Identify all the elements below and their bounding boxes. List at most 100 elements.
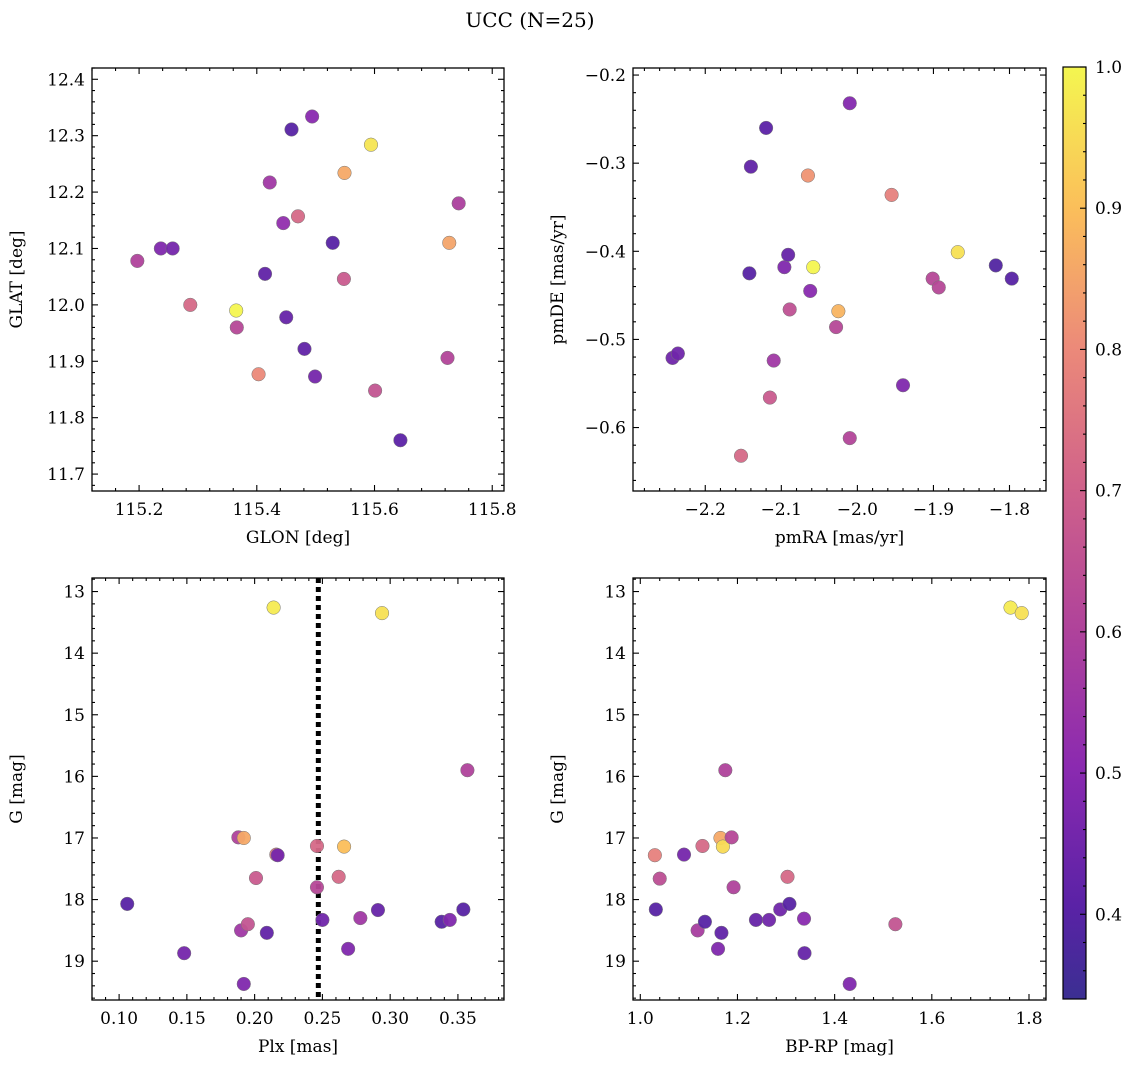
- scatter-point: [842, 431, 857, 446]
- scatter-point: [806, 260, 821, 275]
- colorbar-tick-label: 0.6: [1095, 623, 1122, 643]
- y-tick-label: 11.9: [47, 352, 85, 372]
- scatter-point: [266, 600, 281, 615]
- y-tick-label: −0.4: [585, 242, 626, 262]
- scatter-point: [279, 310, 294, 325]
- y-tick-label: 16: [604, 767, 626, 787]
- scatter-point: [297, 341, 312, 356]
- scatter-point: [800, 168, 815, 183]
- y-tick-label: 17: [63, 829, 85, 849]
- scatter-point: [829, 320, 844, 335]
- scatter-point: [676, 847, 692, 862]
- scatter-point: [309, 880, 325, 895]
- scatter-point: [370, 903, 386, 918]
- x-axis-label: GLON [deg]: [246, 528, 350, 548]
- scatter-point: [393, 433, 408, 448]
- scatter-point: [780, 869, 795, 884]
- scatter-point: [336, 271, 351, 286]
- axes-frame: [91, 577, 505, 1001]
- x-tick-label: 0.25: [303, 1009, 341, 1029]
- scatter-point: [374, 606, 390, 621]
- x-tick-label: 1.0: [627, 1009, 654, 1029]
- scatter-point: [842, 96, 857, 111]
- scatter-point: [240, 917, 255, 932]
- axes-frame: [91, 67, 505, 492]
- x-axis-label: pmRA [mas/yr]: [775, 528, 904, 548]
- axes-frame: [632, 67, 1047, 492]
- scatter-point: [120, 896, 135, 911]
- x-tick-label: −2.0: [837, 500, 878, 520]
- scatter-point: [762, 390, 777, 405]
- panels: 115.2 115.4 115.6 115.8 11.7 11.8 11.9 12.0 12.1…: [7, 66, 1047, 1057]
- x-tick-label: 0.20: [236, 1009, 274, 1029]
- scatter-point: [781, 247, 796, 262]
- scatter-point: [325, 235, 340, 250]
- x-tick-label: 0.10: [100, 1009, 138, 1029]
- scatter-point: [724, 830, 739, 845]
- x-tick-label: 1.2: [724, 1009, 751, 1029]
- x-axis-label: BP-RP [mag]: [785, 1037, 894, 1057]
- scatter-point: [259, 925, 274, 940]
- x-tick-label: 0.30: [371, 1009, 409, 1029]
- scatter-point: [647, 848, 662, 863]
- scatter-point: [648, 902, 663, 917]
- y-axis-label: pmDE [mas/yr]: [548, 214, 568, 344]
- y-tick-label: 12.2: [47, 183, 85, 203]
- scatter-point: [341, 941, 356, 956]
- panel-1: 115.2 115.4 115.6 115.8 11.7 11.8 11.9 12.0 12.1…: [7, 67, 517, 548]
- x-tick-label: −1.8: [989, 500, 1030, 520]
- scatter-point: [766, 353, 781, 368]
- scatter-point: [759, 120, 774, 135]
- panel-4: 1.0 1.2 1.4 1.6 1.8 13 14 15 16 17 18 19 BP-RP [mag]…: [548, 577, 1047, 1057]
- y-tick-label: 16: [63, 767, 85, 787]
- y-tick-label: 13: [63, 583, 85, 603]
- colorbar-tick-label: 0.4: [1095, 905, 1122, 925]
- scatter-point: [950, 245, 965, 260]
- y-tick-label: 12.0: [47, 296, 85, 316]
- scatter-point: [229, 320, 244, 335]
- scatter-point: [236, 976, 251, 992]
- scatter-point: [742, 266, 757, 281]
- y-tick-label: −0.6: [585, 419, 626, 439]
- y-tick-label: 17: [604, 829, 626, 849]
- scatter-point: [842, 976, 857, 992]
- scatter-point: [733, 448, 749, 463]
- scatter-point: [451, 196, 466, 211]
- scatter-point: [726, 880, 741, 895]
- y-tick-label: 18: [604, 891, 626, 911]
- x-tick-label: 115.2: [115, 500, 164, 520]
- scatter-point: [236, 830, 251, 846]
- scatter-point: [460, 763, 475, 778]
- scatter-point: [715, 839, 730, 854]
- scatter-point: [796, 911, 812, 926]
- colorbar-tick-label: 0.9: [1095, 199, 1122, 219]
- x-tick-label: 115.4: [232, 500, 281, 520]
- scatter-point: [337, 165, 352, 180]
- axes-frame: [632, 577, 1047, 1001]
- scatter-point: [262, 175, 277, 190]
- scatter-point: [251, 367, 266, 382]
- scatter-point: [831, 304, 846, 319]
- y-tick-label: 14: [63, 644, 85, 664]
- scatter-point: [353, 911, 368, 926]
- scatter-point: [257, 266, 273, 281]
- y-tick-label: 12.3: [47, 127, 85, 147]
- y-tick-label: 19: [63, 952, 85, 972]
- x-tick-label: 1.4: [821, 1009, 848, 1029]
- scatter-point: [782, 896, 797, 911]
- x-tick-label: 0.35: [439, 1009, 477, 1029]
- y-tick-label: −0.3: [585, 154, 626, 174]
- scatter-point: [743, 159, 758, 174]
- scatter-point: [1014, 606, 1029, 621]
- colorbar-ticks: 1.0 0.9 0.8 0.7 0.6 0.5 0.4: [1080, 58, 1122, 972]
- scatter-point: [777, 260, 792, 275]
- scatter-point: [697, 914, 712, 929]
- colorbar: 1.0 0.9 0.8 0.7 0.6 0.5 0.4: [1062, 58, 1122, 1000]
- scatter-point: [888, 917, 903, 932]
- scatter-point: [440, 350, 455, 365]
- scatter-point: [895, 378, 911, 393]
- panel-2: −2.2 −2.1 −2.0 −1.9 −1.8 −0.6 −0.5 −0.4 −0.3 −0.2…: [548, 66, 1047, 548]
- y-tick-label: 15: [604, 706, 626, 726]
- colorbar-gradient: [1062, 66, 1087, 1000]
